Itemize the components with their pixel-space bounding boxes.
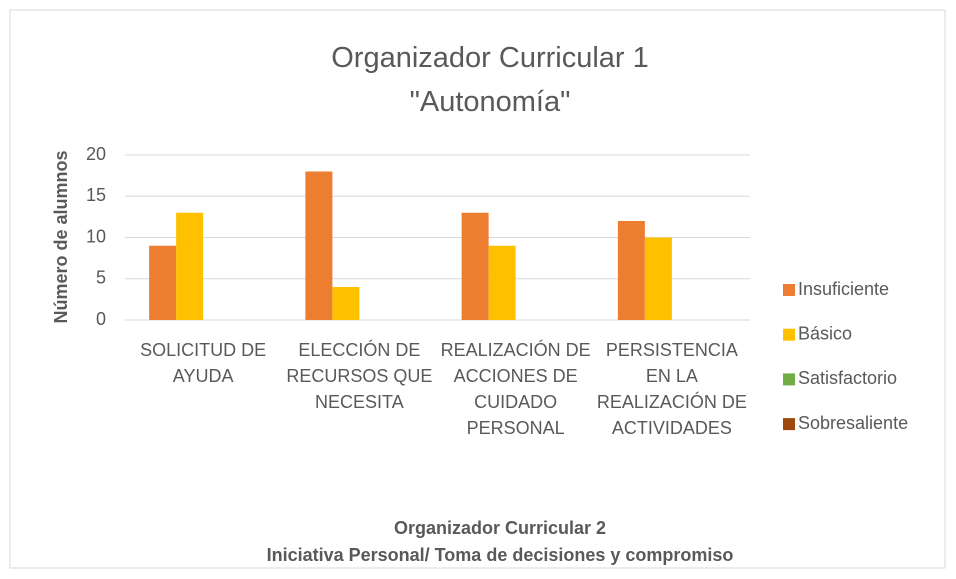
x-tick-label: ELECCIÓN DE RECURSOS QUE NECESITA xyxy=(286,340,433,412)
legend-label: Satisfactorio xyxy=(798,368,897,388)
x-tick-label: REALIZACIÓN DE ACCIONES DE CUIDADO PERSO… xyxy=(440,340,591,438)
x-tick-label: PERSISTENCIA EN LA REALIZACIÓN DE ACTIVI… xyxy=(596,340,747,438)
legend-swatch xyxy=(783,418,795,431)
bar xyxy=(461,212,489,320)
x-tick-label: SOLICITUD DE AYUDA xyxy=(140,340,267,386)
bar xyxy=(488,245,516,320)
y-axis-label: Número de alumnos xyxy=(51,150,71,323)
bar xyxy=(176,212,204,320)
bar xyxy=(644,237,672,320)
y-tick-label: 0 xyxy=(96,309,106,329)
x-axis-label: Iniciativa Personal/ Toma de decisiones … xyxy=(266,545,734,565)
y-tick-label: 10 xyxy=(86,226,106,246)
bar xyxy=(617,221,645,320)
y-tick-label: 20 xyxy=(86,144,106,164)
legend-label: Insuficiente xyxy=(798,279,889,299)
legend-swatch xyxy=(783,373,795,386)
legend-label: Sobresaliente xyxy=(798,413,908,433)
y-tick-label: 15 xyxy=(86,185,106,205)
x-axis-label: Organizador Curricular 2 xyxy=(393,518,607,538)
chart-title: Organizador Curricular 1 "Autonomía" xyxy=(331,42,649,118)
legend-swatch xyxy=(783,328,795,341)
legend-label: Básico xyxy=(798,323,852,343)
y-tick-label: 5 xyxy=(96,268,106,288)
bar xyxy=(149,245,177,320)
bar xyxy=(305,171,333,320)
legend-swatch xyxy=(783,284,795,296)
bar xyxy=(332,287,360,320)
